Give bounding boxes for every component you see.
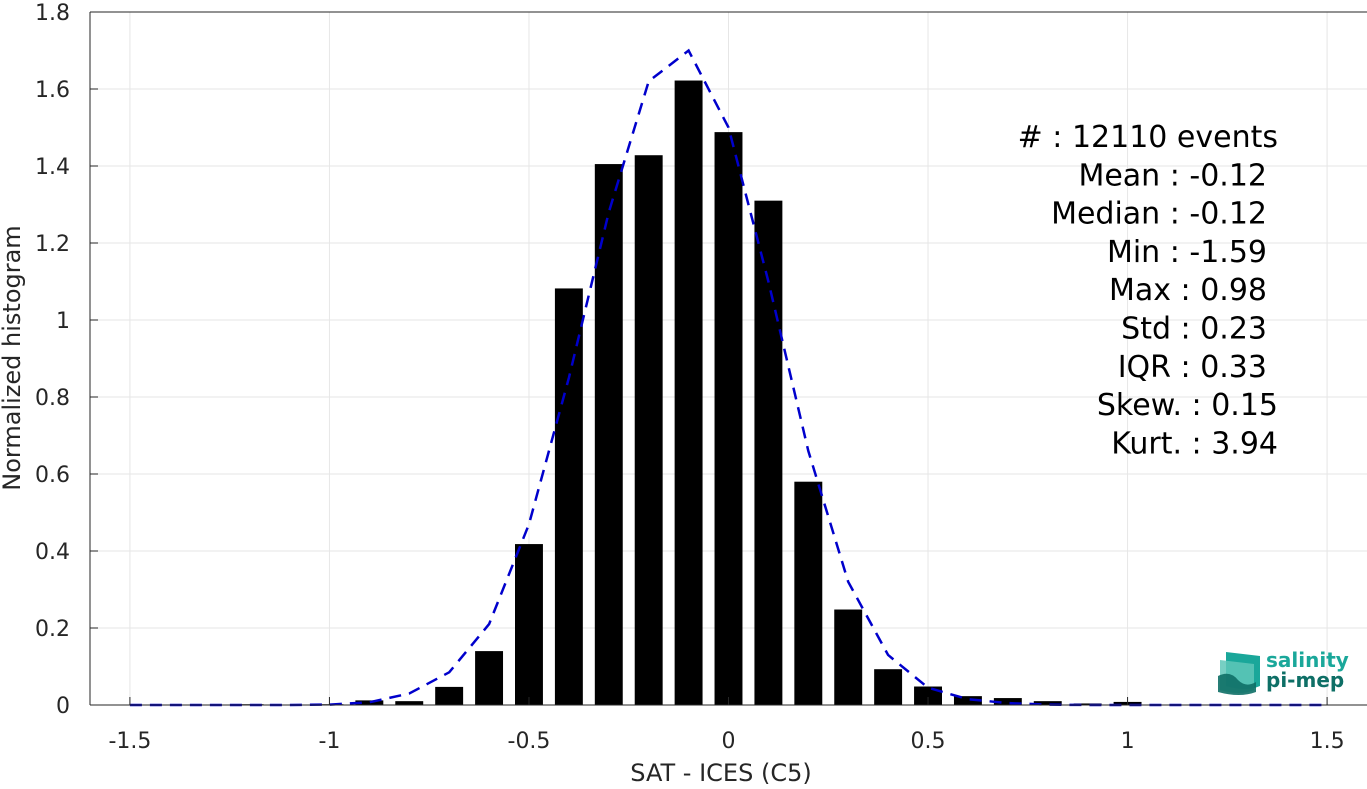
- x-tick-label: -1: [318, 729, 340, 754]
- stat-line: Min : -1.59: [1107, 235, 1267, 270]
- fit-curve-layer: [129, 48, 1328, 707]
- axes: [89, 11, 1367, 706]
- histogram-bar: [953, 696, 982, 705]
- x-tick-label: 0: [722, 729, 736, 754]
- stat-line: Skew. : 0.15: [1097, 388, 1278, 423]
- histogram-bar: [554, 288, 583, 705]
- wave-logo-icon: [1218, 652, 1260, 695]
- fit-curve: [129, 48, 1328, 707]
- salinity-pi-mep-logo: salinity pi-mep: [1218, 648, 1349, 695]
- y-tick-label: 1.6: [35, 78, 70, 103]
- stat-line: Median : -0.12: [1051, 197, 1267, 232]
- y-tick-label: 0: [56, 694, 70, 719]
- histogram-bar: [874, 669, 903, 705]
- y-tick-label: 1.8: [35, 1, 70, 26]
- histogram-bar: [475, 651, 504, 705]
- stat-line: Mean : -0.12: [1078, 158, 1267, 193]
- bars: [235, 80, 1142, 706]
- histogram-bar: [914, 686, 942, 705]
- histogram-bar: [834, 609, 863, 705]
- y-tick-label: 0.2: [35, 617, 70, 642]
- histogram-bar: [794, 481, 823, 705]
- y-tick-label: 1: [56, 309, 70, 334]
- histogram-bar: [435, 686, 464, 705]
- x-axis-label: SAT - ICES (C5): [630, 759, 811, 785]
- tick-labels: -1.5 -1 -0.5 0 0.5 1 1.5 0 0.2 0.4 0.6 0.8 1 1.2 1.4 1.…: [35, 1, 1345, 754]
- histogram-bar: [714, 132, 743, 705]
- stat-line: IQR : 0.33: [1118, 350, 1267, 385]
- logo-text-salinity: salinity: [1266, 648, 1349, 672]
- stat-line: Std : 0.23: [1121, 312, 1267, 347]
- x-tick-label: 1.5: [1310, 729, 1345, 754]
- histogram-bar: [993, 698, 1022, 705]
- histogram-bar: [1033, 701, 1062, 705]
- histogram-bar: [395, 701, 424, 705]
- y-tick-label: 0.8: [35, 386, 70, 411]
- y-tick-label: 0.4: [35, 540, 70, 565]
- x-tick-label: -0.5: [508, 729, 551, 754]
- logo-text-pimep: pi-mep: [1266, 668, 1344, 692]
- stat-line: # : 12110 events: [1018, 120, 1278, 155]
- x-tick-label: 0.5: [911, 729, 946, 754]
- y-tick-label: 1.2: [35, 232, 70, 257]
- y-tick-label: 1.4: [35, 155, 70, 180]
- histogram-bar: [634, 155, 663, 706]
- y-tick-label: 0.6: [35, 463, 70, 488]
- stat-line: Max : 0.98: [1109, 273, 1267, 308]
- histogram-bar: [754, 200, 783, 705]
- stat-line: Kurt. : 3.94: [1111, 426, 1278, 461]
- x-tick-label: 1: [1121, 729, 1135, 754]
- histogram-bar: [594, 164, 623, 705]
- y-axis-label: Normalized histogram: [0, 225, 26, 490]
- histogram-bar: [1073, 703, 1102, 705]
- histogram-bar: [515, 544, 543, 705]
- x-tick-label: -1.5: [108, 729, 151, 754]
- histogram-bar: [355, 700, 384, 705]
- histogram-bar: [674, 80, 703, 705]
